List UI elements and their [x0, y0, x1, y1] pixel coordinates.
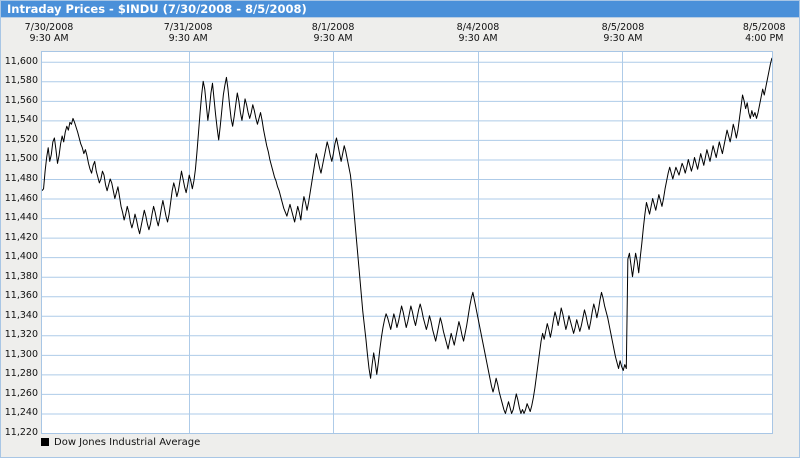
- y-axis-tick-label: 11,300: [4, 348, 38, 360]
- x-axis-tick-date: 8/5/2008: [742, 22, 786, 33]
- x-axis-tick-date: 8/4/2008: [456, 22, 500, 33]
- y-axis-tick-label: 11,220: [4, 427, 38, 438]
- x-axis-tick-label: 8/4/2008 9:30 AM: [438, 22, 518, 44]
- chart-legend: Dow Jones Industrial Average: [41, 435, 200, 449]
- y-axis-tick-label: 11,340: [4, 309, 38, 321]
- window-title-bar: Intraday Prices - $INDU (7/30/2008 - 8/5…: [1, 1, 799, 18]
- y-axis-tick-label: 11,440: [4, 212, 38, 224]
- x-axis-tick-date: 7/31/2008: [163, 22, 213, 33]
- y-axis-tick-label: 11,480: [4, 173, 38, 184]
- y-axis-tick-label: 11,380: [4, 270, 38, 282]
- y-axis-tick-label: 11,520: [4, 133, 38, 145]
- price-line-chart: [42, 52, 772, 433]
- y-axis-tick-label: 11,540: [4, 114, 38, 126]
- y-axis-tick-label: 11,560: [4, 94, 38, 106]
- x-axis-tick-time: 9:30 AM: [29, 33, 69, 44]
- x-axis-tick-time: 9:30 AM: [313, 33, 353, 44]
- y-axis-tick-label: 11,240: [4, 407, 38, 419]
- price-line: [42, 57, 772, 414]
- x-axis-tick-time: 9:30 AM: [168, 33, 208, 44]
- y-axis-tick-label: 11,600: [4, 55, 38, 67]
- y-axis-labels: 11,600 11,580 11,560 11,540 11,520 11,500 11,4…: [1, 51, 38, 438]
- chart-plot-area: [41, 51, 773, 434]
- y-axis-tick-label: 11,460: [4, 192, 38, 204]
- x-axis-tick-label: 8/5/2008 4:00 PM: [724, 22, 799, 44]
- horizontal-gridlines: [42, 61, 772, 415]
- y-axis-tick-label: 11,280: [4, 368, 38, 380]
- y-axis-tick-label: 11,500: [4, 153, 38, 165]
- x-axis-tick-time: 9:30 AM: [458, 33, 498, 44]
- y-axis-tick-label: 11,400: [4, 251, 38, 263]
- x-axis-tick-label: 7/30/2008 9:30 AM: [9, 22, 89, 44]
- y-axis-tick-label: 11,580: [4, 75, 38, 87]
- legend-label: Dow Jones Industrial Average: [54, 436, 201, 448]
- x-axis-tick-date: 7/30/2008: [24, 22, 74, 33]
- window-title: Intraday Prices - $INDU (7/30/2008 - 8/5…: [7, 2, 307, 16]
- x-axis-tick-date: 8/1/2008: [311, 22, 355, 33]
- y-axis-tick-label: 11,320: [4, 329, 38, 341]
- x-axis-tick-label: 8/5/2008 9:30 AM: [583, 22, 663, 44]
- y-axis-tick-label: 11,260: [4, 387, 38, 399]
- square-marker-icon: [41, 438, 49, 446]
- x-axis-tick-label: 7/31/2008 9:30 AM: [148, 22, 228, 44]
- y-axis-tick-label: 11,360: [4, 290, 38, 302]
- x-axis-tick-time: 4:00 PM: [745, 33, 784, 44]
- x-axis-tick-time: 9:30 AM: [603, 33, 643, 44]
- x-axis-tick-date: 8/5/2008: [601, 22, 645, 33]
- y-axis-tick-label: 11,420: [4, 231, 38, 243]
- x-axis-tick-label: 8/1/2008 9:30 AM: [293, 22, 373, 44]
